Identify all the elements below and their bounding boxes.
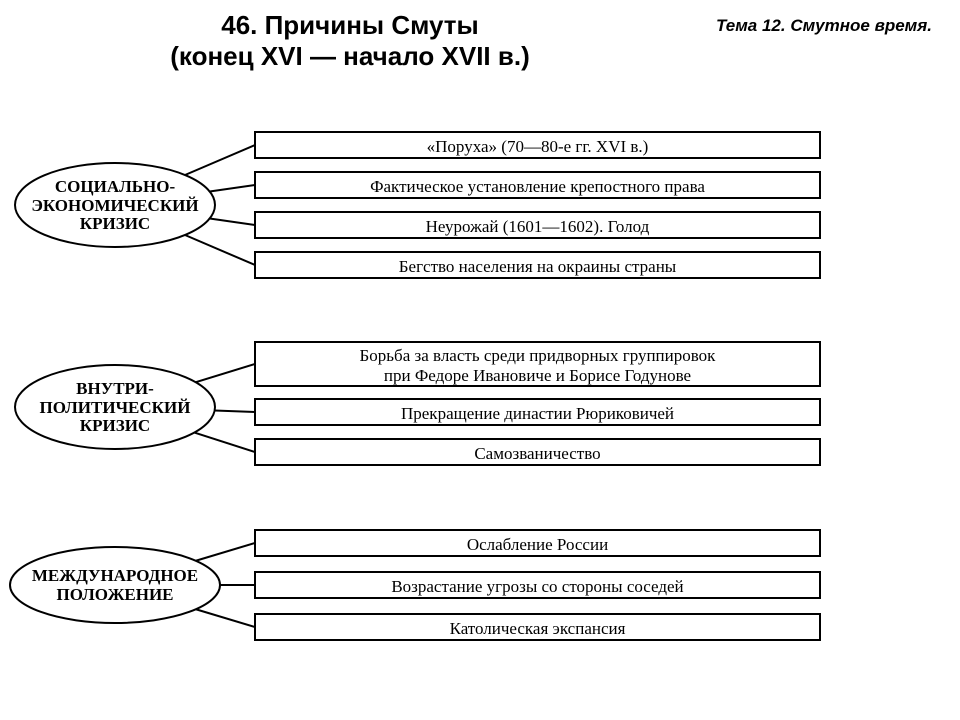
ellipse-label-line: ПОЛИТИЧЕСКИЙ (15, 399, 215, 418)
box-label-socio-economic-2: Неурожай (1601—1602). Голод (255, 217, 820, 237)
box-label-international-1: Возрастание угрозы со стороны соседей (255, 577, 820, 597)
ellipse-label-internal-political: ВНУТРИ-ПОЛИТИЧЕСКИЙКРИЗИС (15, 380, 215, 436)
box-label-socio-economic-1: Фактическое установление крепостного пра… (255, 177, 820, 197)
box-label-line: Возрастание угрозы со стороны соседей (255, 577, 820, 597)
box-label-line: Борьба за власть среди придворных группи… (255, 346, 820, 366)
box-label-socio-economic-0: «Поруха» (70—80-е гг. XVI в.) (255, 137, 820, 157)
box-label-socio-economic-3: Бегство населения на окраины страны (255, 257, 820, 277)
box-label-internal-political-0: Борьба за власть среди придворных группи… (255, 346, 820, 385)
box-label-international-2: Католическая экспансия (255, 619, 820, 639)
ellipse-label-line: МЕЖДУНАРОДНОЕ (10, 567, 220, 586)
box-label-line: Прекращение династии Рюриковичей (255, 404, 820, 424)
box-label-internal-political-2: Самозваничество (255, 444, 820, 464)
ellipse-label-line: СОЦИАЛЬНО- (15, 178, 215, 197)
ellipse-label-international: МЕЖДУНАРОДНОЕПОЛОЖЕНИЕ (10, 567, 220, 604)
box-label-line: Ослабление России (255, 535, 820, 555)
box-label-line: при Федоре Ивановиче и Борисе Годунове (255, 366, 820, 386)
box-label-line: Бегство населения на окраины страны (255, 257, 820, 277)
box-label-international-0: Ослабление России (255, 535, 820, 555)
ellipse-label-line: ВНУТРИ- (15, 380, 215, 399)
box-label-line: Самозваничество (255, 444, 820, 464)
ellipse-label-socio-economic: СОЦИАЛЬНО-ЭКОНОМИЧЕСКИЙКРИЗИС (15, 178, 215, 234)
ellipse-label-line: КРИЗИС (15, 215, 215, 234)
box-label-line: «Поруха» (70—80-е гг. XVI в.) (255, 137, 820, 157)
ellipse-label-line: КРИЗИС (15, 417, 215, 436)
box-label-line: Неурожай (1601—1602). Голод (255, 217, 820, 237)
box-label-line: Католическая экспансия (255, 619, 820, 639)
ellipse-label-line: ЭКОНОМИЧЕСКИЙ (15, 197, 215, 216)
ellipse-label-line: ПОЛОЖЕНИЕ (10, 586, 220, 605)
box-label-line: Фактическое установление крепостного пра… (255, 177, 820, 197)
box-label-internal-political-1: Прекращение династии Рюриковичей (255, 404, 820, 424)
